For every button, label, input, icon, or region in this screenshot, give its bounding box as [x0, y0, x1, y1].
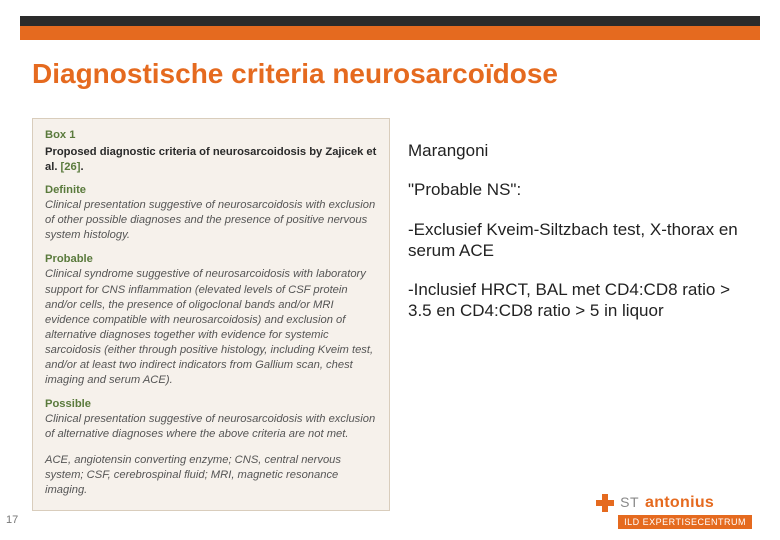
- right-column: Marangoni "Probable NS": -Exclusief Kvei…: [408, 140, 748, 340]
- box1-section-head-probable: Probable: [45, 253, 377, 265]
- logo-name: antonius: [645, 494, 714, 512]
- box1-section-body-definite: Clinical presentation suggestive of neur…: [45, 198, 377, 243]
- cross-icon: [596, 494, 614, 512]
- right-heading: Marangoni: [408, 140, 748, 161]
- box1-subtitle-suffix: .: [80, 161, 83, 173]
- box1-section-body-possible: Clinical presentation suggestive of neur…: [45, 412, 377, 442]
- box1-label: Box 1: [45, 129, 377, 141]
- box1-section-head-definite: Definite: [45, 184, 377, 196]
- logo-main: ST antonius: [596, 494, 752, 512]
- page-number: 17: [6, 514, 18, 526]
- box1-subtitle: Proposed diagnostic criteria of neurosar…: [45, 145, 377, 174]
- box1-abbrev: ACE, angiotensin converting enzyme; CNS,…: [45, 453, 377, 498]
- header-black-bar: [20, 16, 760, 26]
- box1-section-head-possible: Possible: [45, 398, 377, 410]
- slide-title: Diagnostische criteria neurosarcoïdose: [32, 58, 558, 90]
- header-orange-bar: [20, 26, 760, 40]
- right-line1: "Probable NS":: [408, 179, 748, 200]
- logo-st: ST: [620, 494, 639, 510]
- right-line3: -Inclusief HRCT, BAL met CD4:CD8 ratio >…: [408, 279, 748, 322]
- logo-subtitle: ILD EXPERTISECENTRUM: [618, 515, 752, 529]
- box1-section-body-probable: Clinical syndrome suggestive of neurosar…: [45, 267, 377, 388]
- right-line2: -Exclusief Kveim-Siltzbach test, X-thora…: [408, 219, 748, 262]
- footer-logo: ST antonius ILD EXPERTISECENTRUM: [596, 494, 752, 530]
- box1-panel: Box 1 Proposed diagnostic criteria of ne…: [32, 118, 390, 511]
- box1-ref: [26]: [61, 161, 81, 173]
- box1-subtitle-text: Proposed diagnostic criteria of neurosar…: [45, 146, 376, 173]
